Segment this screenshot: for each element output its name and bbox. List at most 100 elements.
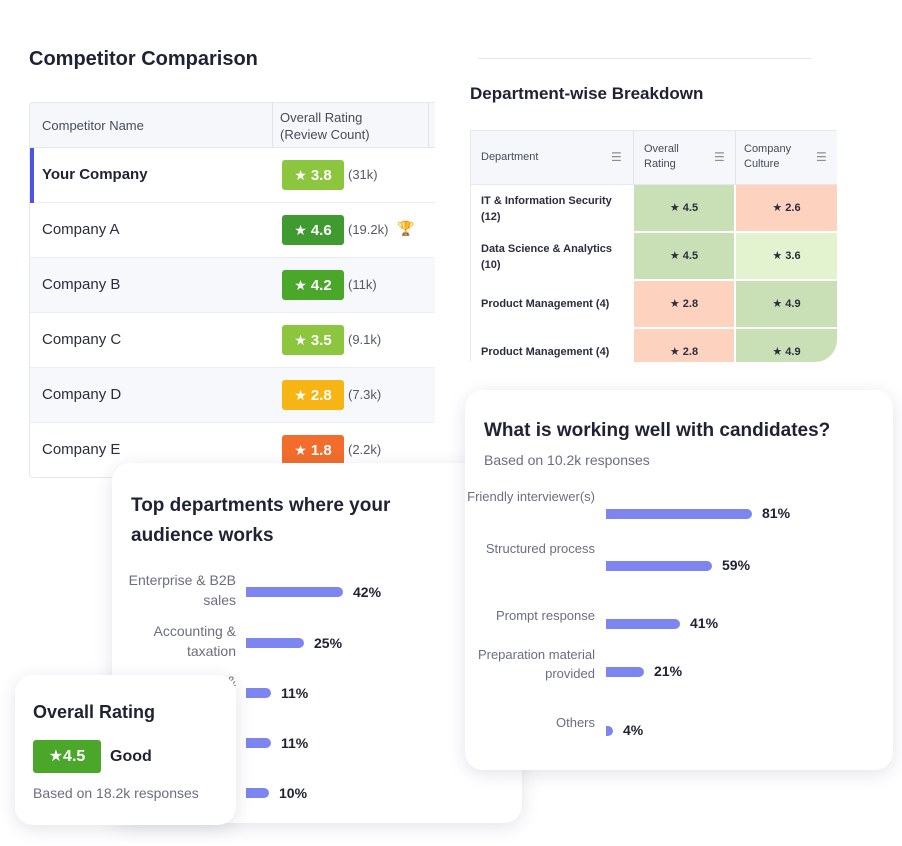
bar-label: Structured process — [485, 541, 595, 556]
star-icon: ★ — [294, 332, 307, 348]
competitor-name: Company D — [42, 386, 122, 403]
bar-label: Prompt response — [496, 608, 595, 623]
review-count: (7.3k) — [348, 387, 382, 402]
filter-icon[interactable]: ☰ — [816, 150, 827, 164]
table-row[interactable]: Product Management (4) ★ 2.8 ★ 4.9 — [471, 329, 837, 362]
review-count: (19.2k) — [348, 222, 389, 237]
department-table-header: Department ☰ Overall Rating ☰ Company Cu… — [471, 131, 837, 185]
bar — [606, 509, 752, 519]
col-department-label: Department — [481, 151, 539, 163]
bar-label: Accounting & taxation — [153, 623, 237, 659]
filter-icon[interactable]: ☰ — [714, 150, 725, 164]
col-company-culture-label: Company Culture — [744, 143, 792, 170]
bar — [606, 619, 680, 629]
rating-value: 4.2 — [310, 277, 332, 294]
table-row[interactable]: Company A ★ 4.6 (19.2k) 🏆 — [30, 203, 435, 258]
table-row[interactable]: Company E ★ 1.8 (2.2k) — [30, 423, 435, 477]
overall-rating-cell: ★ 2.8 — [634, 281, 735, 328]
competitor-name: Your Company — [42, 166, 148, 183]
company-culture-cell: ★ 4.9 — [736, 329, 837, 362]
rating-value: 3.8 — [310, 167, 332, 184]
overall-rating-cell: ★ 4.5 — [634, 185, 735, 232]
bar-value: 21% — [654, 663, 683, 679]
competitor-table-header: Competitor Name Overall Rating (Review C… — [30, 103, 435, 148]
bar — [246, 738, 271, 748]
overall-rating-cell: ★ 4.5 — [634, 233, 735, 280]
rating-badge: ★ 4.6 — [282, 215, 344, 245]
filter-icon[interactable]: ☰ — [611, 150, 622, 164]
bar-value: 11% — [281, 685, 309, 701]
star-icon: ★ — [294, 277, 307, 293]
col-overall-rating[interactable]: Overall Rating ☰ — [634, 131, 735, 185]
rating-value: 3.5 — [310, 332, 332, 349]
bar-value: 42% — [353, 584, 382, 600]
bar-value: 81% — [762, 505, 791, 521]
star-icon: ★ — [294, 442, 307, 458]
bar — [246, 688, 271, 698]
overall-rating-subtitle: Based on 18.2k responses — [33, 785, 199, 801]
table-row[interactable]: Data Science & Analytics (10) ★ 4.5 ★ 3.6 — [471, 233, 837, 281]
bar-value: 4% — [623, 722, 644, 738]
bar — [246, 587, 343, 597]
competitor-title: Competitor Comparison — [29, 48, 258, 70]
col-overall-rating: Overall Rating (Review Count) — [280, 110, 370, 142]
col-overall-rating-label: Overall Rating — [644, 143, 679, 170]
competitor-name: Company A — [42, 221, 120, 238]
rating-badge: ★ 4.2 — [282, 270, 344, 300]
bar — [246, 638, 304, 648]
rating-value: 4.6 — [310, 222, 332, 239]
department-name: Product Management (4) — [481, 346, 610, 358]
bar — [246, 788, 269, 798]
col-company-culture[interactable]: Company Culture ☰ — [736, 131, 837, 185]
department-title: Department-wise Breakdown — [470, 84, 704, 103]
bar-label: Enterprise & B2B sales — [128, 572, 236, 608]
overall-rating-title: Overall Rating — [33, 702, 156, 722]
overall-rating-label: Good — [110, 748, 152, 765]
department-name: Product Management (4) — [481, 298, 610, 310]
working-well-title: What is working well with candidates? — [484, 420, 831, 441]
star-icon: ★ — [294, 387, 307, 403]
table-row[interactable]: Your Company ★ 3.8 (31k) — [30, 148, 435, 203]
divider — [478, 58, 812, 59]
table-row[interactable]: Company B ★ 4.2 (11k) — [30, 258, 435, 313]
bar — [606, 667, 644, 677]
overall-rating-badge: ★4.5 — [33, 740, 101, 773]
bar — [606, 561, 712, 571]
overall-rating-cell: ★ 2.8 — [634, 329, 735, 362]
company-culture-cell: ★ 4.9 — [736, 281, 837, 328]
top-departments-card: Top departments where your audience work… — [112, 463, 522, 823]
review-count: (31k) — [348, 167, 378, 182]
bar-label: Friendly interviewer(s) — [467, 489, 595, 504]
competitor-name: Company C — [42, 331, 122, 348]
star-icon: ★ — [294, 222, 307, 238]
table-row[interactable]: Company D ★ 2.8 (7.3k) — [30, 368, 435, 423]
rating-badge: ★ 2.8 — [282, 380, 344, 410]
rating-badge: ★ 1.8 — [282, 435, 344, 465]
bar-label: Others — [555, 715, 595, 730]
table-row[interactable]: Company C ★ 3.5 (9.1k) — [30, 313, 435, 368]
overall-rating-card: Overall Rating ★4.5 Good Based on 18.2k … — [15, 675, 236, 825]
company-culture-cell: ★ 2.6 — [736, 185, 837, 232]
department-table: Department ☰ Overall Rating ☰ Company Cu… — [470, 130, 837, 362]
bar-value: 59% — [722, 557, 751, 573]
bar-value: 41% — [690, 615, 719, 631]
bar-value: 10% — [279, 785, 308, 801]
table-row[interactable]: Product Management (4) ★ 2.8 ★ 4.9 — [471, 281, 837, 329]
department-name: Data Science & Analytics (10) — [481, 243, 613, 271]
competitor-name: Company E — [42, 441, 121, 458]
bar — [606, 726, 613, 736]
rating-value: 2.8 — [310, 387, 332, 404]
star-icon: ★ — [294, 167, 307, 183]
table-row[interactable]: IT & Information Security (12) ★ 4.5 ★ 2.6 — [471, 185, 837, 233]
department-name: IT & Information Security (12) — [481, 195, 612, 223]
top-departments-title: Top departments where your audience work… — [131, 495, 391, 546]
rating-value: 1.8 — [310, 442, 332, 459]
company-culture-cell: ★ 3.6 — [736, 233, 837, 280]
col-department[interactable]: Department ☰ — [471, 131, 633, 185]
review-count: (2.2k) — [348, 442, 382, 457]
review-count: (9.1k) — [348, 332, 382, 347]
rating-badge: ★ 3.8 — [282, 160, 344, 190]
review-count: (11k) — [348, 277, 377, 292]
working-well-subtitle: Based on 10.2k responses — [484, 452, 650, 468]
competitor-table: Competitor Name Overall Rating (Review C… — [29, 102, 435, 478]
